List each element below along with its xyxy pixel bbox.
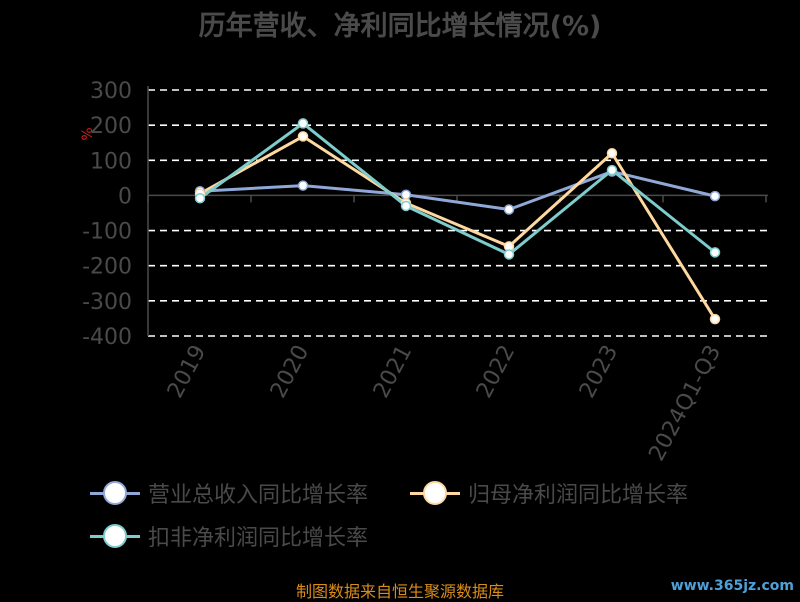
legend-label-net-profit: 归母净利润同比增长率 (468, 483, 689, 508)
series-1-point[interactable] (297, 131, 309, 142)
y-tick-label: -100 (82, 220, 132, 245)
series-2-point[interactable] (503, 249, 515, 260)
legend-swatch-net-profit (410, 473, 460, 513)
series-1-point[interactable] (709, 313, 721, 325)
series-line-1 (199, 134, 717, 320)
y-tick-label: -200 (82, 255, 132, 280)
legend-label-deducted-profit: 扣非净利润同比增长率 (148, 526, 369, 551)
y-axis-label: % (80, 127, 96, 140)
series-2-point[interactable] (709, 247, 721, 258)
series-2-point[interactable] (194, 192, 206, 204)
y-tick-label: -300 (82, 290, 132, 315)
series-1-point[interactable] (606, 148, 618, 159)
x-tick-label: 2022 (472, 341, 520, 402)
legend-item-revenue[interactable]: 营业总收入同比增长率 (90, 473, 368, 513)
legend-item-net-profit[interactable]: 归母净利润同比增长率 (410, 473, 688, 513)
series-0-point[interactable] (709, 190, 721, 202)
x-tick-label: 2019 (163, 341, 211, 402)
data-source-note: 制图数据来自恒生聚源数据库 (295, 582, 504, 601)
legend: 营业总收入同比增长率 归母净利润同比增长率 扣非净利润同比增长率 (0, 470, 800, 570)
y-tick-label: -400 (82, 325, 132, 350)
series-2-point[interactable] (297, 118, 309, 129)
series-2-point[interactable] (400, 200, 412, 212)
x-tick-label: 2023 (575, 341, 623, 402)
legend-label-revenue: 营业总收入同比增长率 (148, 483, 369, 508)
y-tick-label: 300 (90, 79, 132, 104)
x-tick-label: 2021 (369, 341, 417, 402)
series-line-2 (199, 121, 716, 256)
series-0-point[interactable] (297, 180, 309, 191)
series-lines (194, 118, 721, 325)
legend-swatch-revenue (90, 473, 140, 513)
watermark: www.365jz.com (670, 578, 794, 594)
y-tick-label: 100 (90, 149, 132, 174)
series-0-point[interactable] (400, 189, 412, 200)
x-tick-label: 2024Q1-Q3 (644, 341, 726, 465)
series-line-0 (199, 170, 716, 211)
y-tick-label: 200 (90, 114, 132, 139)
y-tick-label: 0 (118, 184, 132, 209)
axes (147, 86, 768, 336)
series-2-point[interactable] (606, 164, 618, 176)
chart-title: 历年营收、净利同比增长情况(%) (198, 11, 602, 42)
series-0-point[interactable] (503, 204, 515, 215)
gridlines (148, 89, 768, 337)
x-tick-label: 2020 (266, 341, 314, 402)
legend-swatch-deducted-profit (90, 516, 140, 556)
tick-labels: 300 200 100 0 -100 -200 -300 -400% 2019 2020 2021 2… (80, 79, 726, 465)
legend-item-deducted-profit[interactable]: 扣非净利润同比增长率 (90, 516, 368, 556)
